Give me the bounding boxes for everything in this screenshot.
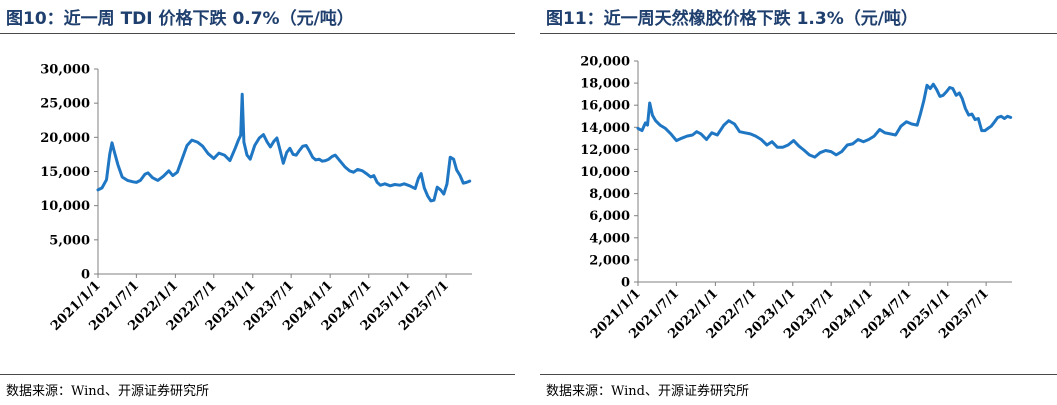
source-rule (0, 374, 515, 375)
chart-tdi-price: 30,00025,00020,00015,00010,0005,00002021… (40, 63, 472, 334)
y-tick-label: 10,000 (40, 199, 90, 214)
y-tick-label: 12,000 (580, 143, 630, 158)
y-tick-label: 6,000 (589, 209, 630, 224)
title-rule (0, 33, 515, 34)
chart-natural-rubber-price: 20,000 18,000 16,000 14,000 12,000 10,000 8,00… (580, 55, 1013, 342)
y-tick-label: 18,000 (580, 77, 630, 92)
y-tick-label: 20,000 (40, 131, 90, 146)
y-tick-label: 16,000 (580, 99, 630, 114)
series-line (636, 82, 1013, 159)
y-tick-label: 14,000 (580, 121, 630, 136)
figure-panel-tdi: 图10：近一周 TDI 价格下跌 0.7%（元/吨） 30,000 25,000 2… (0, 0, 515, 405)
y-tick-label: 20,000 (580, 55, 630, 70)
y-tick-label: 30,000 (40, 63, 90, 78)
y-tick-label: 25,000 (40, 97, 90, 112)
y-tick-label: 5,000 (49, 233, 90, 248)
y-tick-label: 0 (81, 268, 90, 283)
y-tick-label: 15,000 (40, 165, 90, 180)
source-rule (540, 374, 1057, 375)
y-tick-label: 0 (621, 276, 630, 291)
y-tick-label: 2,000 (589, 253, 630, 268)
data-source-note: 数据来源：Wind、开源证券研究所 (6, 384, 209, 399)
data-source-note: 数据来源：Wind、开源证券研究所 (546, 384, 749, 399)
y-tick-label: 8,000 (589, 187, 630, 202)
title-rule (540, 33, 1057, 34)
figure-title: 图10：近一周 TDI 价格下跌 0.7%（元/吨） (6, 9, 354, 29)
figure-panel-natural-rubber: 图11：近一周天然橡胶价格下跌 1.3%（元/吨） 20,000 18,000 16… (540, 0, 1057, 405)
figure-title: 图11：近一周天然橡胶价格下跌 1.3%（元/吨） (546, 9, 918, 29)
y-tick-label: 4,000 (589, 231, 630, 246)
series-line (96, 92, 472, 203)
y-tick-label: 10,000 (580, 165, 630, 180)
